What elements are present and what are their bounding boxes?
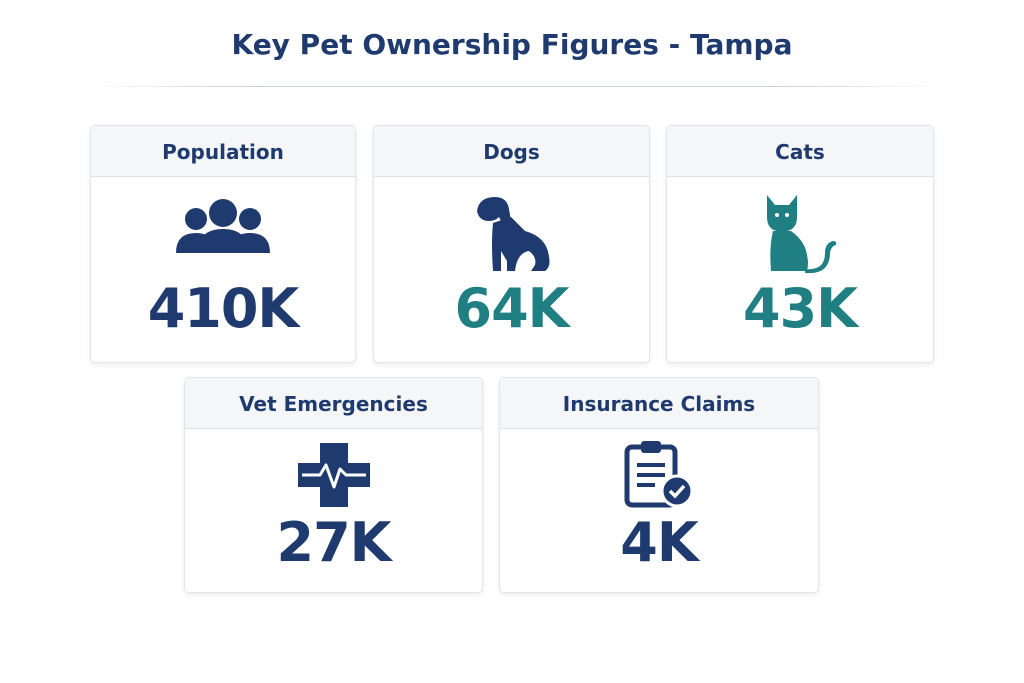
card-label: Dogs bbox=[374, 126, 649, 177]
card-value: 64K bbox=[454, 277, 570, 340]
medical-icon bbox=[297, 443, 370, 507]
kpi-card: Population 410K bbox=[90, 125, 356, 363]
card-value: 410K bbox=[147, 277, 300, 340]
kpi-card: Vet Emergencies 27K bbox=[184, 377, 483, 593]
card-value: 43K bbox=[743, 277, 858, 340]
kpi-card: Cats 43K bbox=[666, 125, 934, 363]
card-value: 27K bbox=[276, 511, 392, 574]
card-label: Vet Emergencies bbox=[185, 378, 482, 429]
divider bbox=[90, 86, 940, 87]
card-value: 4K bbox=[620, 511, 698, 574]
clipboard-icon bbox=[624, 441, 694, 508]
title: Key Pet Ownership Figures - Tampa bbox=[231, 28, 793, 61]
kpi-card: Insurance Claims 4K bbox=[499, 377, 819, 593]
card-label: Cats bbox=[667, 126, 933, 177]
card-label: Insurance Claims bbox=[500, 378, 818, 429]
cat-icon bbox=[767, 195, 837, 274]
dog-icon bbox=[476, 197, 549, 271]
people-icon bbox=[176, 199, 270, 253]
card-label: Population bbox=[91, 126, 355, 177]
kpi-card: Dogs 64K bbox=[373, 125, 650, 363]
